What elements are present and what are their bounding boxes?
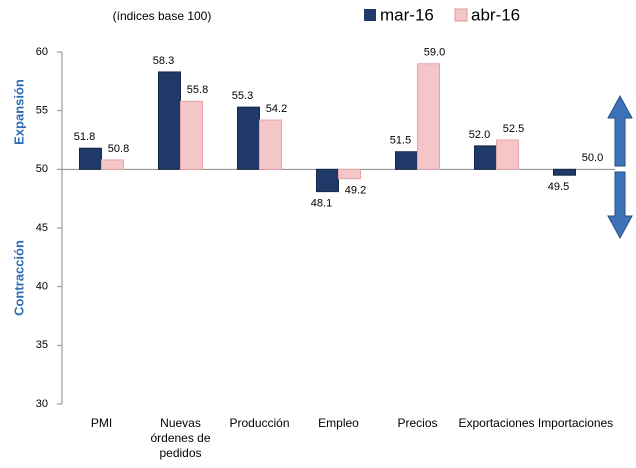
data-label: 52.5 bbox=[503, 123, 524, 135]
y-tick-label: 45 bbox=[36, 222, 48, 234]
x-tick-label-box: Nuevas órdenes de pedidos bbox=[150, 416, 211, 460]
bar bbox=[395, 151, 418, 170]
bar bbox=[474, 145, 497, 170]
data-label: 49.2 bbox=[345, 185, 366, 197]
data-label: 49.5 bbox=[548, 181, 569, 193]
data-label: 50.0 bbox=[582, 152, 603, 164]
down-arrow bbox=[607, 171, 633, 240]
data-label: 48.1 bbox=[311, 198, 332, 210]
up-arrow bbox=[607, 94, 633, 167]
x-tick-label: Importaciones bbox=[537, 416, 614, 430]
x-tick-label: Nuevas órdenes de pedidos bbox=[150, 416, 211, 460]
bar bbox=[338, 168, 361, 180]
data-label: 51.5 bbox=[390, 135, 411, 147]
x-tick-label-box: Empleo bbox=[318, 416, 359, 430]
data-label: 54.2 bbox=[266, 103, 287, 115]
data-label: 55.3 bbox=[232, 90, 253, 102]
y-tick-label: 35 bbox=[36, 339, 48, 351]
y-tick-label: 40 bbox=[36, 281, 48, 293]
annotation: Contracción bbox=[11, 240, 26, 316]
data-label: 50.8 bbox=[108, 143, 129, 155]
x-tick-label-box: Precios bbox=[397, 416, 438, 430]
x-tick-label: Precios bbox=[397, 416, 438, 430]
x-tick-label-box: Importaciones bbox=[537, 416, 614, 430]
y-tick-label: 30 bbox=[36, 398, 48, 410]
bar bbox=[417, 63, 440, 170]
bar bbox=[553, 168, 576, 176]
annotation: Expansión bbox=[11, 79, 26, 145]
x-tick-label: Empleo bbox=[318, 416, 359, 430]
x-tick-label-box: Exportaciones bbox=[458, 416, 535, 430]
bar bbox=[316, 168, 339, 193]
legend-label: mar-16 bbox=[380, 5, 434, 24]
bar bbox=[158, 71, 181, 170]
x-tick-label: PMI bbox=[90, 416, 113, 430]
chart-subtitle: (índices base 100) bbox=[113, 9, 212, 23]
x-tick-label: Producción bbox=[229, 416, 290, 430]
y-tick-label: 50 bbox=[36, 163, 48, 175]
legend-swatch bbox=[454, 8, 468, 22]
x-tick-label-box: PMI bbox=[90, 416, 113, 430]
data-label: 55.8 bbox=[187, 84, 208, 96]
data-label: 58.3 bbox=[153, 55, 174, 67]
x-tick-label: Exportaciones bbox=[458, 416, 535, 430]
bar bbox=[101, 159, 124, 170]
bar bbox=[79, 147, 102, 170]
bar bbox=[237, 106, 260, 170]
data-label: 51.8 bbox=[74, 131, 95, 143]
legend-label: abr-16 bbox=[471, 5, 520, 24]
x-tick-label-box: Producción bbox=[229, 416, 290, 430]
data-label: 52.0 bbox=[469, 129, 490, 141]
bar bbox=[496, 139, 519, 170]
data-label: 59.0 bbox=[424, 47, 445, 59]
legend-swatch bbox=[364, 9, 376, 21]
bar bbox=[259, 119, 282, 170]
bar bbox=[180, 100, 203, 170]
y-tick-label: 55 bbox=[36, 105, 48, 117]
y-tick-label: 60 bbox=[36, 46, 48, 58]
